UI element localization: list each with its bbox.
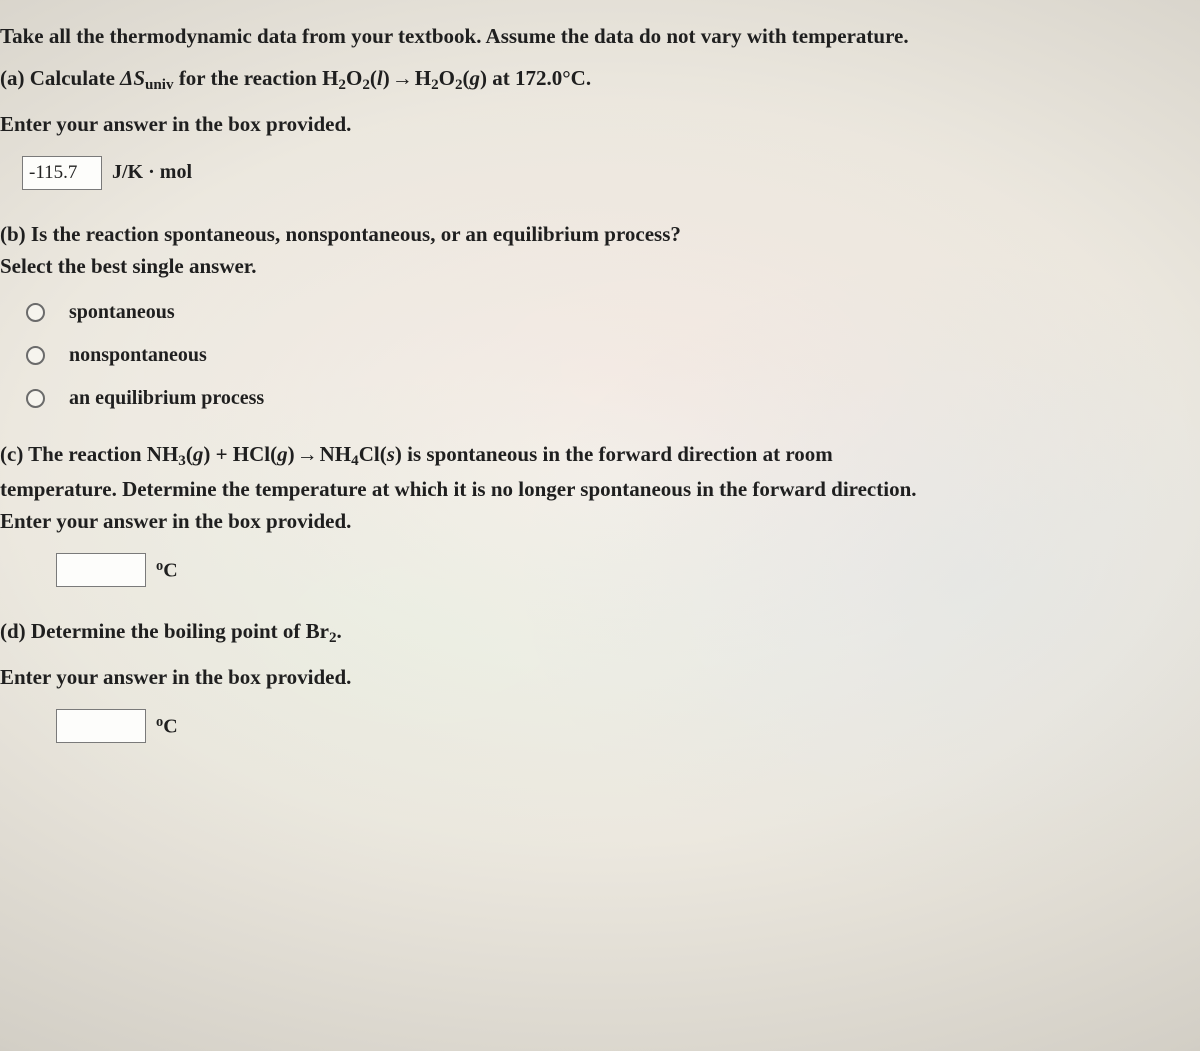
part-d-unit: oC [156,714,178,738]
part-a-question: (a) Calculate ΔSuniv for the reaction H2… [0,64,1188,95]
radio-row-nonspontaneous[interactable]: nonspontaneous [26,344,1188,367]
part-a-reaction: for the reaction H2O2(l)→H2O2(g) at 172.… [179,66,591,90]
part-b: (b) Is the reaction spontaneous, nonspon… [0,220,1188,410]
radio-label-equilibrium: an equilibrium process [69,387,264,410]
radio-row-equilibrium[interactable]: an equilibrium process [26,387,1188,410]
radio-label-nonspontaneous: nonspontaneous [69,344,207,367]
part-b-options: spontaneous nonspontaneous an equilibriu… [26,301,1188,410]
part-d-question: (d) Determine the boiling point of Br2. [0,617,1188,648]
part-c-line3: Enter your answer in the box provided. [0,507,1188,535]
part-c-mid: (g) + HCl(g)→NH [186,442,351,466]
part-d-instr: Enter your answer in the box provided. [0,663,1188,691]
part-c-line2: temperature. Determine the temperature a… [0,475,1188,503]
part-c: (c) The reaction NH3(g) + HCl(g)→NH4Cl(s… [0,440,1188,588]
part-d-suffix: . [337,619,342,643]
part-c-unit: oC [156,558,178,582]
delta-s-sub: univ [145,77,174,93]
part-c-line1: (c) The reaction NH3(g) + HCl(g)→NH4Cl(s… [0,440,1188,471]
part-c-tail: Cl(s) is spontaneous in the forward dire… [359,442,833,466]
radio-nonspontaneous[interactable] [26,346,45,365]
part-b-question: (b) Is the reaction spontaneous, nonspon… [0,220,1188,248]
part-d-answer-row: oC [56,709,1188,743]
part-a-answer-row: J/K · mol [22,156,1188,190]
radio-equilibrium[interactable] [26,389,45,408]
part-c-prefix: (c) The reaction NH [0,442,178,466]
part-d: (d) Determine the boiling point of Br2. … [0,617,1188,743]
delta-s-symbol: ΔS [120,66,145,90]
radio-row-spontaneous[interactable]: spontaneous [26,301,1188,324]
part-a: (a) Calculate ΔSuniv for the reaction H2… [0,64,1188,190]
part-a-instr: Enter your answer in the box provided. [0,110,1188,138]
part-b-instr: Select the best single answer. [0,252,1188,280]
part-d-input[interactable] [56,709,146,743]
intro-text: Take all the thermodynamic data from you… [0,22,1188,50]
part-c-input[interactable] [56,553,146,587]
part-a-prefix: (a) Calculate [0,66,120,90]
part-a-input[interactable] [22,156,102,190]
radio-spontaneous[interactable] [26,303,45,322]
radio-label-spontaneous: spontaneous [69,301,175,324]
part-c-answer-row: oC [56,553,1188,587]
part-d-prefix: (d) Determine the boiling point of Br [0,619,329,643]
part-a-unit: J/K · mol [112,161,192,184]
